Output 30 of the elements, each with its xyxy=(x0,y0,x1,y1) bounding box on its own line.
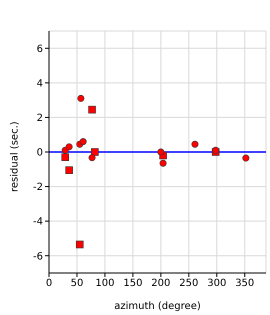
point xyxy=(91,148,99,156)
x-tick-label: 200 xyxy=(151,278,170,290)
point xyxy=(242,154,250,162)
x-tick-label: 0 xyxy=(46,278,52,290)
point xyxy=(80,138,87,146)
point xyxy=(76,240,84,248)
x-tick-label: 350 xyxy=(235,278,254,290)
y-axis-title: residual (sec.) xyxy=(10,121,21,192)
y-tick-label: 4 xyxy=(36,78,43,90)
x-tick-label: 150 xyxy=(123,278,142,290)
x-tick-label: 250 xyxy=(179,278,198,290)
x-tick-label: 50 xyxy=(70,278,84,290)
point xyxy=(77,94,84,102)
y-tick-label: -2 xyxy=(33,182,43,194)
point xyxy=(66,143,73,150)
point xyxy=(157,148,164,156)
point xyxy=(160,160,167,167)
y-tick-label: -4 xyxy=(33,216,43,228)
y-tick-label: 6 xyxy=(36,44,43,55)
x-axis-title: azimuth (degree) xyxy=(114,301,201,312)
point xyxy=(88,106,96,114)
y-tick-label: 0 xyxy=(36,148,43,159)
y-tick-label: 2 xyxy=(36,112,43,124)
point xyxy=(61,153,70,161)
x-tick-label: 100 xyxy=(95,278,114,290)
point xyxy=(191,140,198,148)
y-tick-label: -6 xyxy=(33,251,43,262)
point xyxy=(88,154,96,162)
x-tick-label: 300 xyxy=(207,278,226,290)
point xyxy=(65,166,73,174)
